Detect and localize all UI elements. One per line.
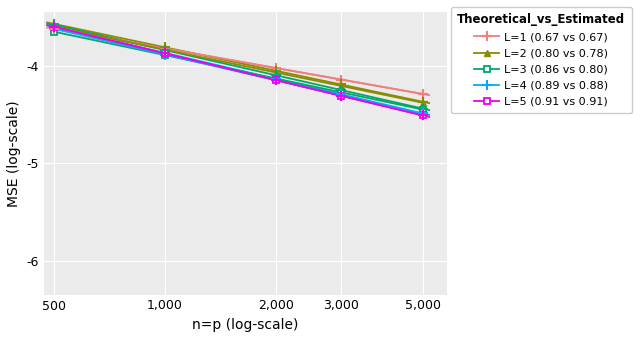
Legend: L=1 (0.67 vs 0.67), L=2 (0.80 vs 0.78), L=3 (0.86 vs 0.80), L=4 (0.89 vs 0.88), : L=1 (0.67 vs 0.67), L=2 (0.80 vs 0.78), … [451,6,632,114]
Y-axis label: MSE (log-scale): MSE (log-scale) [7,100,21,207]
X-axis label: n=p (log-scale): n=p (log-scale) [192,318,298,332]
